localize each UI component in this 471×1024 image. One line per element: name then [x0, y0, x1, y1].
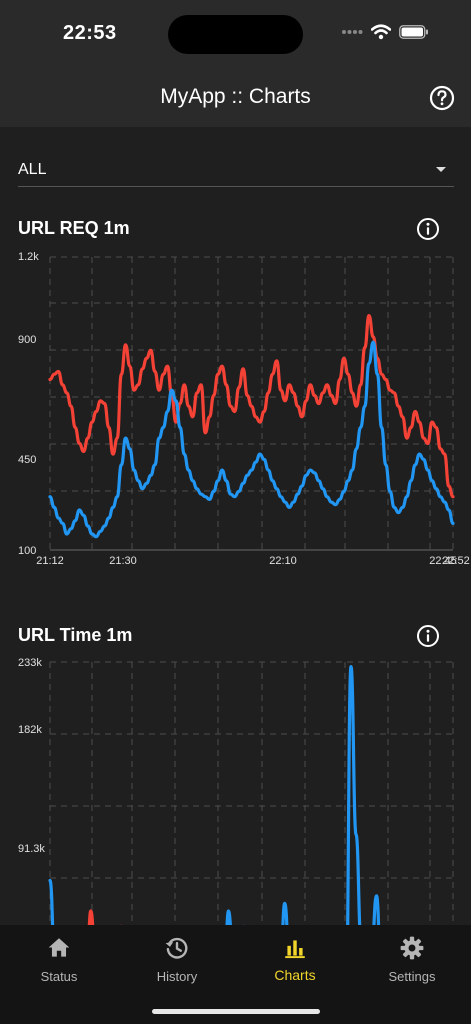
nav-tab-history[interactable]: History — [118, 935, 236, 984]
x-tick-label: 22:52 — [442, 555, 470, 567]
series-line-1 — [87, 909, 123, 925]
x-tick-label: 21:12 — [36, 555, 64, 567]
y-tick-label: 182k — [18, 724, 42, 736]
nav-tab-status[interactable]: Status — [0, 935, 118, 984]
series-line-1 — [48, 340, 455, 539]
status-time: 22:53 — [63, 22, 117, 44]
chevron-down-icon — [436, 167, 446, 172]
chart-url-time: 233k 182k 91.3k — [18, 657, 454, 925]
home-icon — [48, 938, 70, 957]
wifi-icon — [371, 24, 391, 40]
x-tick-label: 22:10 — [269, 555, 297, 567]
status-icons — [341, 24, 429, 40]
nav-tab-charts[interactable]: Charts — [236, 935, 354, 983]
signal-icon — [342, 30, 363, 34]
nav-label-status: Status — [40, 969, 78, 984]
status-bar: 22:53 — [0, 0, 471, 68]
page-title: MyApp :: Charts — [160, 85, 311, 108]
app-bar: MyApp :: Charts — [0, 68, 471, 127]
bar-chart-icon — [285, 940, 305, 959]
history-icon — [165, 937, 188, 959]
filter-value: ALL — [18, 161, 47, 178]
y-tick-label: 900 — [18, 334, 36, 346]
camera-notch — [168, 15, 303, 54]
y-tick-label: 233k — [18, 657, 42, 669]
y-tick-label: 100 — [18, 545, 36, 557]
home-indicator — [152, 1009, 320, 1014]
chart-title-time: URL Time 1m — [18, 625, 133, 645]
filter-dropdown[interactable]: ALL — [18, 150, 454, 187]
help-circle-icon[interactable] — [427, 83, 457, 113]
info-icon[interactable] — [416, 217, 440, 241]
y-tick-label: 1.2k — [18, 251, 39, 263]
battery-icon — [399, 25, 428, 39]
chart-title-req: URL REQ 1m — [18, 218, 130, 238]
nav-label-charts: Charts — [274, 967, 316, 983]
x-tick-label: 22:45 — [429, 555, 457, 567]
nav-label-settings: Settings — [388, 969, 436, 984]
series-line-0 — [48, 665, 381, 925]
gear-icon — [400, 936, 424, 960]
nav-tab-settings[interactable]: Settings — [353, 935, 471, 984]
bottom-nav: Status History Charts — [0, 925, 471, 1024]
series-line-0 — [48, 314, 455, 499]
y-tick-label: 450 — [18, 454, 36, 466]
nav-label-history: History — [156, 969, 198, 984]
y-tick-label: 91.3k — [18, 843, 45, 855]
x-tick-label: 21:30 — [109, 555, 137, 567]
info-icon[interactable] — [416, 624, 440, 648]
